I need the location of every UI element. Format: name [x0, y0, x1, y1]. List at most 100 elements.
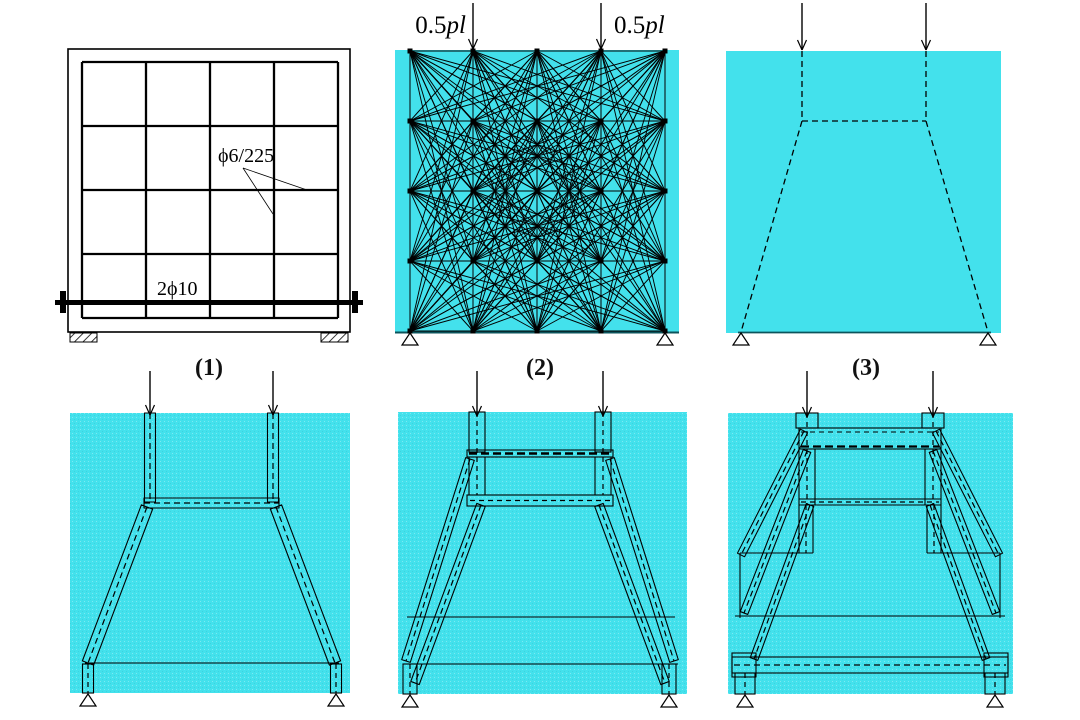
arrowhead-icon [932, 406, 939, 418]
truss-members [409, 50, 666, 332]
optimal-topology-drawing [726, 3, 1001, 346]
inclined-strut [925, 503, 991, 661]
arrowhead-icon [801, 39, 808, 51]
arrowhead-icon [476, 405, 483, 417]
pin-support-icon [659, 693, 679, 708]
truss-node [598, 48, 604, 54]
pin-support-icon [78, 692, 98, 707]
vertical-strut [143, 412, 157, 503]
truss-member [409, 120, 538, 332]
member-axis-dashed [743, 450, 808, 614]
arrowhead-icon [925, 39, 932, 51]
truss-member [600, 50, 666, 192]
inclined-strut [269, 504, 342, 666]
truss-member [472, 50, 538, 332]
panel-reinforcement: ϕ6/225 2ϕ10 [0, 0, 380, 365]
truss-member [600, 190, 666, 332]
truss-node [470, 328, 476, 334]
arrowhead-icon [806, 406, 813, 418]
truss-member [600, 50, 666, 262]
truss-node [407, 258, 413, 264]
inclined-strut [594, 502, 670, 686]
panel-stm-stage3 [720, 365, 1050, 720]
member-axis-dashed [609, 458, 675, 662]
arrowhead-icon [927, 406, 934, 418]
truss-node [662, 258, 668, 264]
concrete-panel-fill [726, 51, 1001, 333]
stm-stage1-drawing [70, 371, 350, 707]
truss-node [534, 328, 540, 334]
caption-3: (3) [852, 355, 880, 381]
truss-member [472, 50, 538, 262]
arrowhead-icon [472, 38, 479, 50]
mesh-spacing-label: ϕ6/225 [218, 145, 274, 167]
panel-ground-structure: 0.5pl 0.5pl [390, 0, 690, 365]
bar-anchor-stub [358, 300, 363, 305]
truss-member [472, 50, 538, 122]
bar-anchor-plate [352, 291, 358, 313]
panel-stm-stage1 [60, 365, 370, 720]
truss-node [470, 258, 476, 264]
truss-member [536, 50, 602, 262]
stm-stage2-drawing [398, 371, 687, 708]
member-axis-dashed [275, 506, 336, 664]
pin-support-icon [400, 331, 420, 346]
arrowhead-icon [467, 38, 474, 50]
inclined-strut [736, 428, 809, 558]
panel-outline [67, 48, 351, 333]
pin-support-icon [731, 331, 751, 346]
reinforcement-drawing: ϕ6/225 2ϕ10 [55, 48, 363, 343]
load-label-left: 0.5pl [415, 12, 466, 39]
pin-support-icon [985, 693, 1005, 708]
truss-member [600, 260, 666, 332]
panel-stm-stage2 [390, 365, 700, 720]
topology-strut-dashed [925, 120, 989, 333]
member-axis-dashed [598, 504, 666, 684]
truss-node [407, 48, 413, 54]
truss-member [536, 50, 602, 122]
truss-member [472, 120, 538, 332]
truss-node [534, 118, 540, 124]
bar-anchor-plate [60, 291, 66, 313]
member-axis-dashed [935, 430, 1000, 556]
truss-node [598, 258, 604, 264]
member-axis-dashed [87, 506, 148, 664]
topology-strut-dashed [740, 120, 803, 333]
inclined-strut [401, 457, 475, 663]
truss-node [470, 48, 476, 54]
member-axis-dashed [740, 430, 805, 556]
pin-support-icon [978, 331, 998, 346]
top-horizontal-member [798, 427, 942, 450]
truss-member [409, 50, 538, 122]
truss-node [534, 188, 540, 194]
truss-node [598, 118, 604, 124]
pin-support-icon [655, 331, 675, 346]
truss-node [598, 188, 604, 194]
top-horizontal-member [466, 449, 614, 458]
truss-node [662, 48, 668, 54]
truss-member [409, 50, 474, 262]
inclined-strut [410, 502, 486, 686]
arrowhead-icon [597, 405, 604, 417]
tie-bar [64, 300, 352, 305]
caption-2: (2) [526, 355, 554, 381]
truss-member [600, 50, 666, 332]
truss-member [536, 50, 602, 192]
horizontal-member [466, 494, 614, 507]
truss-member [472, 50, 538, 192]
member-axis-dashed [929, 504, 987, 660]
truss-node [470, 188, 476, 194]
truss-node [598, 328, 604, 334]
arrowhead-icon [471, 405, 478, 417]
support-pad-hatched [69, 332, 98, 343]
pin-support-icon [735, 693, 755, 708]
leader-line [242, 167, 308, 191]
inclined-strut [605, 457, 679, 663]
truss-member [536, 50, 602, 332]
truss-member [409, 50, 474, 332]
truss-node [407, 188, 413, 194]
member-axis-dashed [932, 450, 997, 614]
truss-node [534, 258, 540, 264]
bar-anchor-stub [55, 300, 60, 305]
